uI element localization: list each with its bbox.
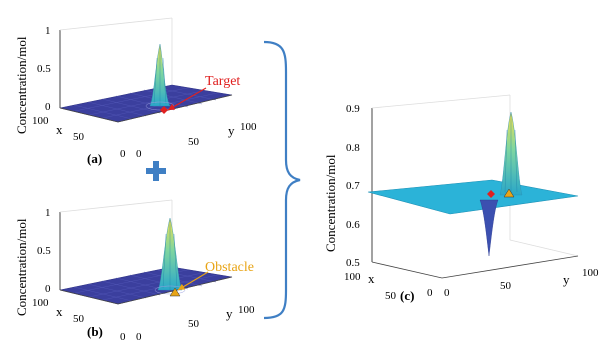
panel-c-z-tick: 0.7 xyxy=(346,180,360,192)
brace-shape xyxy=(263,40,301,320)
panel-c-y-tick: 50 xyxy=(500,280,512,292)
panel-c-x-tick: 0 xyxy=(427,287,433,299)
panel-b-y-label: y xyxy=(226,306,233,321)
panel-b-x-tick: 0 xyxy=(120,331,126,343)
panel-c-y-label: y xyxy=(563,272,570,287)
panel-a-x-label: x xyxy=(56,122,63,137)
panel-b-obstacle-marker xyxy=(169,287,181,297)
panel-c-z-label: Concentration/mol xyxy=(323,154,338,252)
panel-a-z-tick: 0 xyxy=(45,101,51,113)
panel-a-x-tick: 100 xyxy=(32,115,49,127)
panel-a: 1 0.5 0 Concentration/mol 100 50 0 0 50 … xyxy=(14,17,257,166)
panel-c-surface-plane xyxy=(367,179,579,215)
panel-c-z-gridline xyxy=(371,94,511,109)
panel-b-y-tick: 100 xyxy=(238,304,255,316)
panel-a-y-tick: 0 xyxy=(136,148,142,160)
panel-b-x-axis xyxy=(59,289,119,305)
panel-a-z-label: Concentration/mol xyxy=(14,36,29,134)
panel-a-annotation-arrow xyxy=(167,87,207,111)
panel-c-target-marker xyxy=(487,190,495,198)
plus-icon xyxy=(146,161,166,181)
panel-b-z-tick: 1 xyxy=(45,207,51,219)
panel-a-z-tick: 0.5 xyxy=(37,63,51,75)
panel-a-y-label: y xyxy=(228,123,235,138)
panel-c-x-axis xyxy=(371,261,443,279)
panel-b-annotation-arrow xyxy=(177,271,209,291)
panel-b-x-label: x xyxy=(56,304,63,319)
panel-a-target-marker xyxy=(160,106,168,114)
panel-c-z-tick: 0.9 xyxy=(346,103,360,115)
panel-c-x-tick: 100 xyxy=(344,271,361,283)
panel-b-peak-skirt xyxy=(154,285,186,295)
panel-b-z-label: Concentration/mol xyxy=(14,218,29,316)
panel-a-label: (a) xyxy=(87,151,102,166)
panel-b-label: (b) xyxy=(87,324,103,339)
panel-a-peak-mesh xyxy=(153,45,167,106)
panel-c-x-tick: 50 xyxy=(385,290,397,302)
panel-a-x-tick: 50 xyxy=(73,131,85,143)
panel-a-x-axis xyxy=(59,107,119,123)
panel-a-annotation-text: Target xyxy=(205,74,240,89)
panel-b-z-tick: 0.5 xyxy=(37,245,51,257)
panel-c-label: (c) xyxy=(400,288,414,303)
panel-b: 1 0.5 0 Concentration/mol 100 50 0 0 50 … xyxy=(14,199,255,343)
panel-a-z-gridline xyxy=(59,17,173,31)
panel-b-annotation-text: Obstacle xyxy=(205,260,254,275)
panel-b-z-gridline xyxy=(59,199,173,213)
panel-b-y-tick: 0 xyxy=(136,331,142,343)
panel-b-x-tick: 50 xyxy=(73,313,85,325)
panel-b-y-tick: 50 xyxy=(188,318,200,330)
panel-c-y-axis xyxy=(441,255,579,279)
panel-b-x-tick: 100 xyxy=(32,297,49,309)
panel-a-x-tick: 0 xyxy=(120,148,126,160)
panel-b-z-tick: 0 xyxy=(45,283,51,295)
panel-c-z-tick: 0.8 xyxy=(346,142,360,154)
panel-a-y-tick: 50 xyxy=(188,136,200,148)
panel-c-z-tick: 0.5 xyxy=(346,257,360,269)
panel-c-z-gridline xyxy=(509,239,579,257)
panel-c: 0.9 0.8 0.7 0.6 0.5 Concentration/mol 10… xyxy=(323,94,599,303)
panel-c-x-label: x xyxy=(368,271,375,286)
panel-b-peak-mesh xyxy=(162,219,178,290)
panel-a-z-tick: 1 xyxy=(45,25,51,37)
panel-c-dip xyxy=(479,199,499,257)
panel-c-obstacle-marker xyxy=(503,188,515,198)
panel-c-y-tick: 0 xyxy=(444,287,450,299)
panel-c-peak-mesh xyxy=(504,113,518,194)
panel-c-z-tick: 0.6 xyxy=(346,219,360,231)
panel-c-y-tick: 100 xyxy=(582,267,599,279)
panel-a-y-tick: 100 xyxy=(240,121,257,133)
